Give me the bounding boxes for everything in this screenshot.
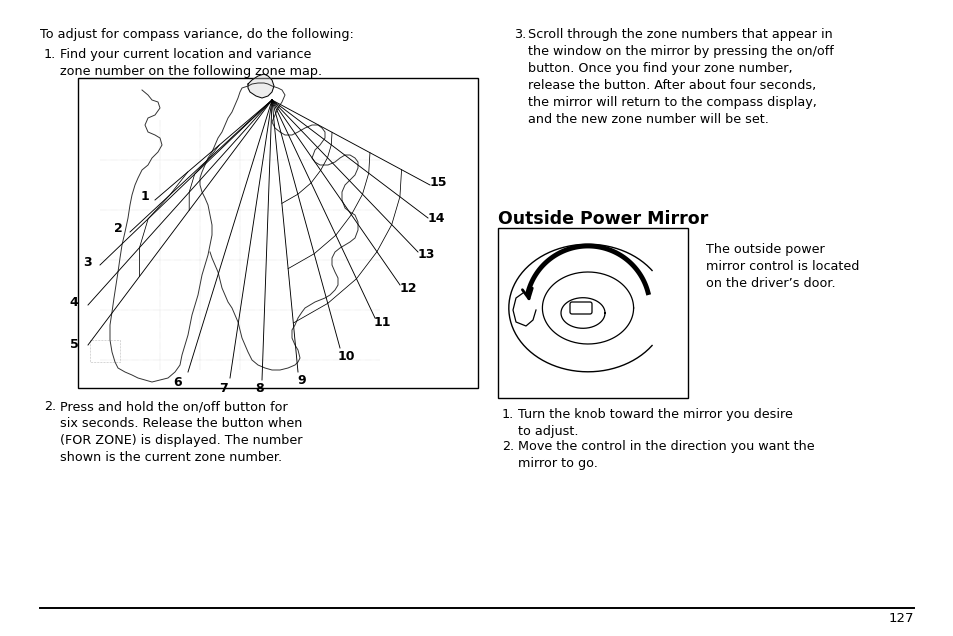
Text: Outside Power Mirror: Outside Power Mirror [497,210,707,228]
Text: 5: 5 [70,338,78,350]
Text: The outside power
mirror control is located
on the driver’s door.: The outside power mirror control is loca… [705,243,859,290]
Text: 4: 4 [70,296,78,308]
Text: Press and hold the on/off button for
six seconds. Release the button when
(FOR Z: Press and hold the on/off button for six… [60,400,302,464]
Bar [78,78,477,388]
Text: Turn the knob toward the mirror you desire
to adjust.: Turn the knob toward the mirror you desi… [517,408,792,438]
Text: 9: 9 [297,373,306,387]
Text: 12: 12 [399,282,416,294]
Bar [90,340,120,362]
Text: 10: 10 [337,350,355,363]
Text: Find your current location and variance
zone number on the following zone map.: Find your current location and variance … [60,48,322,78]
Text: 14: 14 [427,212,444,225]
Text: 1: 1 [140,190,150,202]
Text: 2.: 2. [44,400,56,413]
Text: 3.: 3. [514,28,526,41]
Polygon shape [248,74,274,98]
Text: 15: 15 [429,176,446,188]
Text: 2: 2 [113,221,122,235]
Text: 13: 13 [416,247,435,261]
Text: 1.: 1. [501,408,514,421]
Text: 2.: 2. [501,440,514,453]
Text: 6: 6 [173,375,182,389]
Text: 127: 127 [887,612,913,625]
Text: 8: 8 [255,382,264,394]
Text: To adjust for compass variance, do the following:: To adjust for compass variance, do the f… [40,28,354,41]
Text: Move the control in the direction you want the
mirror to go.: Move the control in the direction you wa… [517,440,814,470]
Text: 3: 3 [84,256,92,268]
Text: Scroll through the zone numbers that appear in
the window on the mirror by press: Scroll through the zone numbers that app… [527,28,833,126]
Text: 1.: 1. [44,48,56,61]
Text: 11: 11 [373,315,391,329]
Bar [497,228,687,398]
Text: 7: 7 [219,382,228,394]
